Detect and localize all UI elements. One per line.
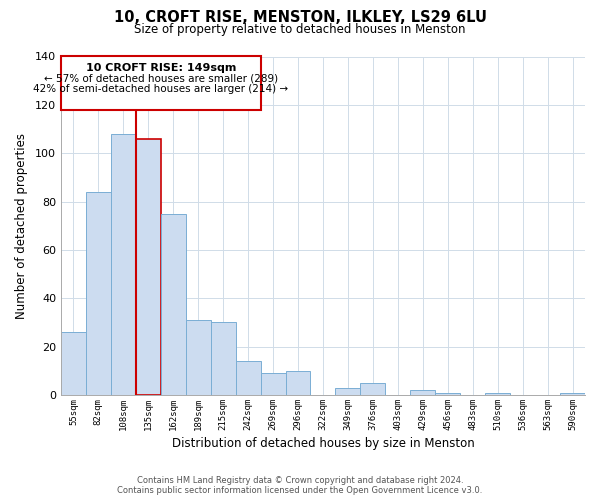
Bar — [286, 371, 310, 395]
Bar — [435, 392, 460, 395]
Text: Size of property relative to detached houses in Menston: Size of property relative to detached ho… — [134, 22, 466, 36]
Bar — [361, 383, 385, 395]
Bar — [61, 332, 86, 395]
Bar — [161, 214, 186, 395]
Text: 42% of semi-detached houses are larger (214) →: 42% of semi-detached houses are larger (… — [33, 84, 289, 94]
Bar — [410, 390, 435, 395]
Text: Contains HM Land Registry data © Crown copyright and database right 2024.
Contai: Contains HM Land Registry data © Crown c… — [118, 476, 482, 495]
Bar — [86, 192, 111, 395]
Bar — [335, 388, 361, 395]
Text: 10, CROFT RISE, MENSTON, ILKLEY, LS29 6LU: 10, CROFT RISE, MENSTON, ILKLEY, LS29 6L… — [113, 10, 487, 25]
Bar — [260, 374, 286, 395]
Text: 10 CROFT RISE: 149sqm: 10 CROFT RISE: 149sqm — [86, 62, 236, 72]
Bar — [211, 322, 236, 395]
Y-axis label: Number of detached properties: Number of detached properties — [15, 133, 28, 319]
Text: ← 57% of detached houses are smaller (289): ← 57% of detached houses are smaller (28… — [44, 74, 278, 84]
Bar — [236, 361, 260, 395]
Bar — [485, 392, 510, 395]
Bar — [136, 138, 161, 395]
Bar — [186, 320, 211, 395]
Bar — [560, 392, 585, 395]
Bar — [61, 56, 260, 110]
X-axis label: Distribution of detached houses by size in Menston: Distribution of detached houses by size … — [172, 437, 475, 450]
Bar — [111, 134, 136, 395]
